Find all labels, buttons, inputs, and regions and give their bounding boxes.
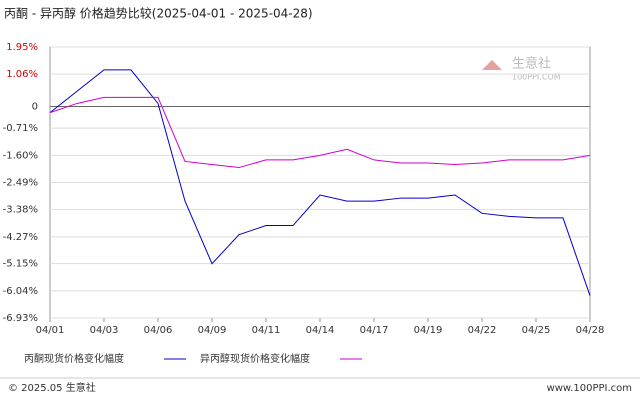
- x-tick-label: 04/14: [306, 325, 335, 336]
- y-tick-label: 0: [32, 102, 38, 113]
- footer-left: © 2025.05 生意社: [8, 381, 96, 394]
- watermark-site: 100PPI.COM: [512, 73, 561, 82]
- x-tick-label: 04/03: [90, 325, 119, 336]
- y-tick-label: -5.15%: [3, 259, 38, 270]
- y-tick-label: -6.93%: [3, 313, 38, 324]
- series-line: [49, 96, 591, 169]
- y-tick-label: -0.71%: [3, 123, 38, 134]
- watermark: 生意社 100PPI.COM: [482, 56, 561, 82]
- y-tick-label: 1.95%: [6, 42, 38, 53]
- x-tick-label: 04/25: [522, 325, 551, 336]
- x-tick-label: 04/11: [252, 325, 281, 336]
- watermark-name: 生意社: [512, 56, 551, 72]
- x-tick-label: 04/06: [144, 325, 173, 336]
- y-tick-label: -4.27%: [3, 232, 38, 243]
- chart-title: 丙酮 - 异丙醇 价格趋势比较(2025-04-01 - 2025-04-28): [4, 6, 313, 21]
- x-tick-label: 04/01: [36, 325, 65, 336]
- logo: [482, 60, 502, 70]
- series-line: [49, 69, 591, 296]
- x-tick-label: 04/28: [576, 325, 605, 336]
- legend-label: 丙酮现货价格变化幅度: [24, 352, 124, 365]
- x-tick-label: 04/22: [468, 325, 497, 336]
- legend-label: 异丙醇现货价格变化幅度: [200, 352, 310, 365]
- x-tick-label: 04/17: [360, 325, 389, 336]
- x-tick-label: 04/09: [198, 325, 227, 336]
- y-tick-label: -2.49%: [3, 178, 38, 189]
- y-tick-label: -1.60%: [3, 150, 38, 161]
- y-tick-label: 1.06%: [6, 69, 38, 80]
- x-tick-label: 04/19: [414, 325, 443, 336]
- y-tick-label: -3.38%: [3, 205, 38, 216]
- footer-right: www.100PPI.com: [547, 383, 632, 394]
- y-tick-label: -6.04%: [3, 286, 38, 297]
